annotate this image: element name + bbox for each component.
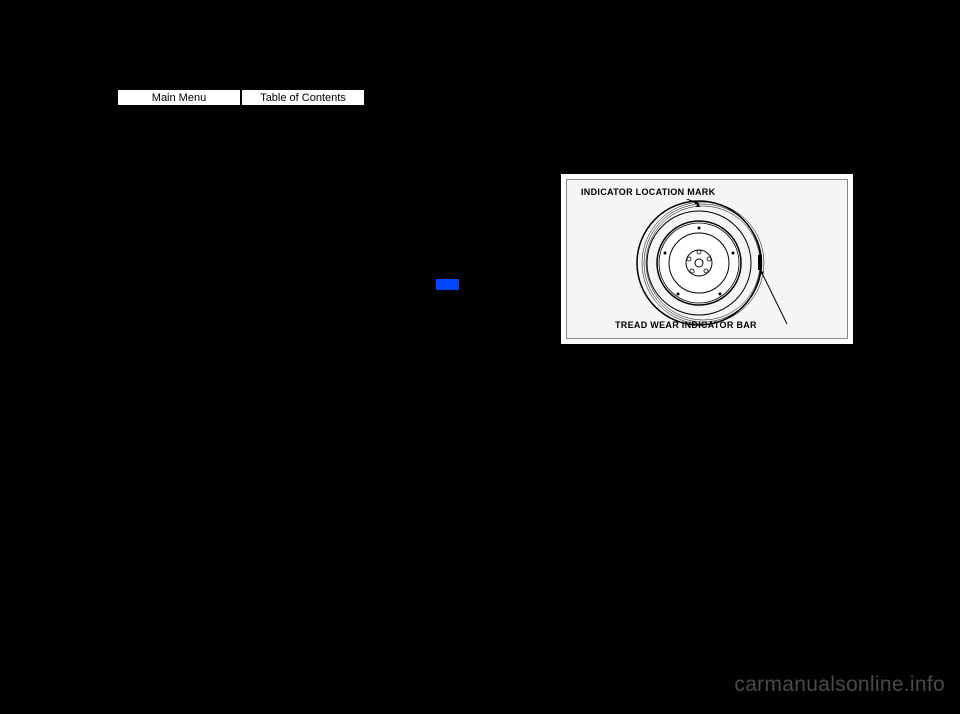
- indicator-location-label: INDICATOR LOCATION MARK: [581, 187, 715, 197]
- main-menu-button[interactable]: Main Menu: [117, 89, 241, 106]
- highlight-marker: [436, 279, 459, 290]
- diagram-panel: INDICATOR LOCATION MARK TREAD WEAR INDIC…: [566, 179, 848, 339]
- nav-bar: Main Menu Table of Contents: [117, 89, 365, 106]
- watermark-text: carmanualsonline.info: [734, 673, 945, 697]
- table-of-contents-button[interactable]: Table of Contents: [241, 89, 365, 106]
- tire-diagram: INDICATOR LOCATION MARK TREAD WEAR INDIC…: [560, 173, 854, 345]
- tire-illustration: [627, 199, 797, 327]
